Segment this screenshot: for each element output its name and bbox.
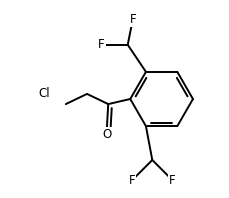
Text: F: F: [98, 38, 104, 51]
Text: O: O: [101, 128, 111, 141]
Text: F: F: [128, 174, 135, 187]
Text: F: F: [129, 13, 136, 26]
Text: Cl: Cl: [38, 87, 49, 100]
Text: F: F: [169, 174, 175, 187]
